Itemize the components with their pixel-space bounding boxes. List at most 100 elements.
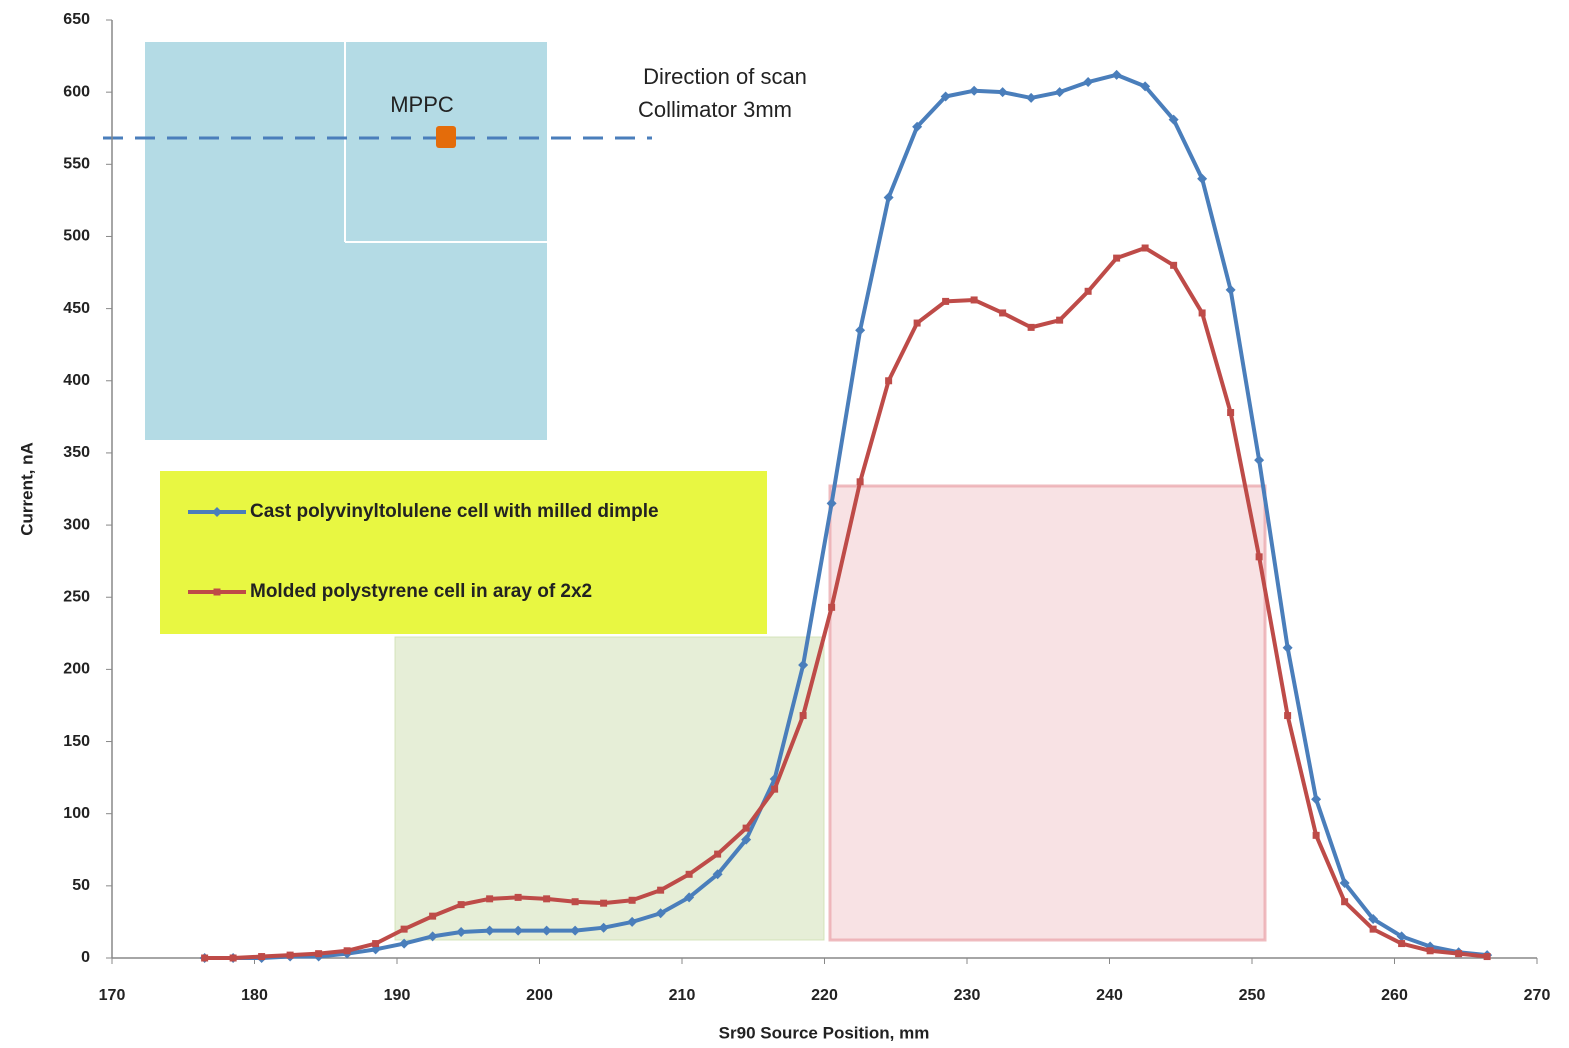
y-tick-label: 550 [63, 156, 90, 173]
region-box [828, 484, 1267, 942]
marker [1254, 455, 1265, 466]
marker [940, 91, 951, 102]
marker [628, 896, 636, 904]
marker [484, 925, 495, 936]
y-tick-label: 150 [63, 733, 90, 750]
marker [1027, 323, 1035, 331]
marker [1225, 284, 1236, 295]
marker [1140, 81, 1151, 92]
marker [1282, 642, 1293, 653]
marker [571, 898, 579, 906]
marker [1056, 316, 1064, 324]
marker [714, 850, 722, 858]
marker [685, 870, 693, 878]
y-tick-label: 50 [72, 877, 90, 894]
marker [1141, 244, 1149, 252]
marker [486, 895, 494, 903]
marker [1084, 287, 1092, 295]
marker [1368, 914, 1379, 925]
marker [543, 895, 551, 903]
y-tick-label: 400 [63, 372, 90, 389]
marker [856, 478, 864, 486]
annotation: MPPC [390, 92, 454, 117]
y-tick-label: 200 [63, 661, 90, 678]
marker [657, 886, 665, 894]
legend-marker [212, 507, 222, 517]
marker [541, 925, 552, 936]
y-tick-label: 350 [63, 444, 90, 461]
marker [1197, 173, 1208, 184]
marker [1396, 931, 1407, 942]
marker [1483, 953, 1491, 961]
y-tick-label: 600 [63, 83, 90, 100]
marker [343, 947, 351, 955]
marker [742, 824, 750, 832]
series-line [204, 246, 1488, 960]
legend-label: Molded polystyrene cell in aray of 2x2 [250, 581, 592, 602]
y-tick-label: 250 [63, 588, 90, 605]
marker [1026, 92, 1037, 103]
marker [799, 712, 807, 720]
marker [457, 901, 465, 909]
marker [598, 922, 609, 933]
marker [942, 297, 950, 305]
marker [1339, 877, 1350, 888]
marker [1398, 940, 1406, 948]
marker [1083, 77, 1094, 88]
marker [1227, 409, 1235, 417]
marker [1255, 553, 1263, 561]
marker [855, 325, 866, 336]
legend-marker [213, 588, 221, 596]
x-tick-label: 270 [1524, 987, 1551, 1004]
marker [1426, 947, 1434, 955]
marker [1284, 712, 1292, 720]
inset-diagram [103, 42, 652, 440]
marker [201, 954, 209, 962]
marker [1170, 261, 1178, 269]
y-tick-label: 300 [63, 516, 90, 533]
annotation: Collimator 3mm [638, 97, 792, 122]
annotation: Direction of scan [643, 64, 807, 89]
marker [399, 938, 410, 949]
marker [1369, 925, 1377, 933]
marker [741, 834, 752, 845]
marker [1111, 69, 1122, 80]
marker [1168, 114, 1179, 125]
y-axis-label: Current, nA [17, 442, 36, 536]
marker [883, 192, 894, 203]
marker [513, 925, 524, 936]
marker [969, 85, 980, 96]
marker [570, 925, 581, 936]
marker [514, 893, 522, 901]
y-tick-label: 500 [63, 228, 90, 245]
marker [400, 925, 408, 933]
marker [684, 892, 695, 903]
x-tick-label: 200 [526, 987, 553, 1004]
y-tick-label: 650 [63, 11, 90, 28]
marker [258, 953, 266, 961]
legend-label: Cast polyvinyltolulene cell with milled … [250, 501, 659, 522]
marker [286, 951, 294, 959]
series-line [204, 72, 1488, 960]
marker [1455, 950, 1463, 958]
marker [771, 785, 779, 793]
marker [826, 498, 837, 509]
x-tick-label: 250 [1239, 987, 1266, 1004]
marker [1311, 794, 1322, 805]
marker [912, 121, 923, 132]
x-tick-label: 210 [669, 987, 696, 1004]
x-tick-label: 230 [954, 987, 981, 1004]
marker [999, 309, 1007, 317]
x-tick-label: 260 [1381, 987, 1408, 1004]
y-tick-label: 0 [81, 949, 90, 966]
x-tick-label: 240 [1096, 987, 1123, 1004]
marker [1341, 898, 1349, 906]
x-tick-label: 180 [241, 987, 268, 1004]
y-tick-label: 100 [63, 805, 90, 822]
marker [1312, 831, 1320, 839]
x-axis-label: Sr90 Source Position, mm [719, 1023, 930, 1042]
x-tick-label: 190 [384, 987, 411, 1004]
marker [712, 869, 723, 880]
marker [828, 603, 836, 611]
